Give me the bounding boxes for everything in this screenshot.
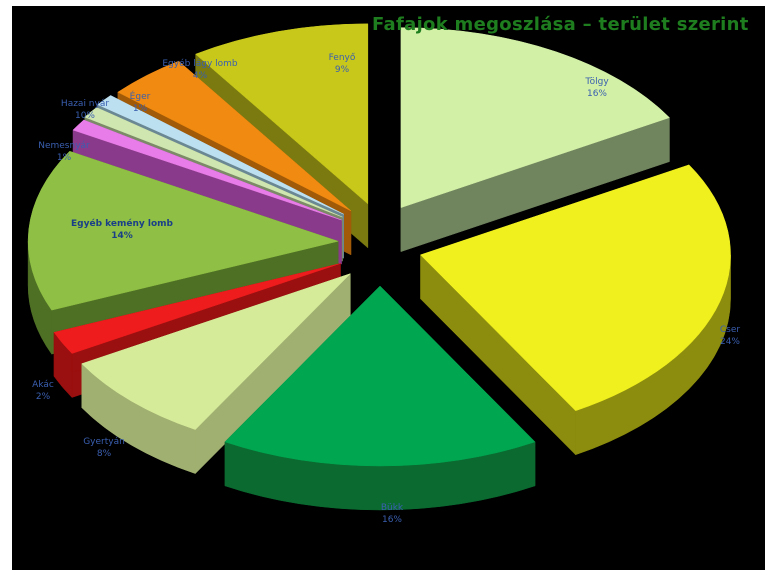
- slice-label-value: 4%: [192, 71, 208, 81]
- slice-label-name: Egyéb lágy lomb: [162, 59, 238, 69]
- slice-label-value: 8%: [96, 449, 112, 459]
- slice-label: Nemesnyár 1%: [4, 140, 124, 164]
- slice-label-value: 14%: [111, 231, 133, 241]
- pie-slice: [420, 164, 731, 456]
- pie-chart: [27, 23, 731, 511]
- slice-label-name: Gyertyán: [83, 437, 125, 447]
- slice-label: Tölgy 16%: [537, 76, 657, 100]
- slice-label-name: Éger: [129, 92, 151, 102]
- slice-label: Egyéb lágy lomb 4%: [140, 58, 260, 82]
- slice-label: Fenyő 9%: [282, 52, 402, 76]
- slice-label-name: Hazai nyár: [60, 99, 110, 109]
- pie-slice-top: [81, 273, 351, 430]
- slice-label-value: 1%: [132, 104, 148, 114]
- slice-label: Bükk 16%: [332, 502, 452, 526]
- pie-slice: [224, 285, 536, 511]
- slice-label-name: Nemesnyár: [38, 141, 90, 151]
- slice-label-value: 16%: [381, 515, 402, 525]
- slice-label-value: 9%: [334, 65, 350, 75]
- pie-slice: [81, 273, 351, 475]
- slice-label-value: 10%: [74, 111, 95, 121]
- slice-label: Gyertyán 8%: [44, 436, 164, 460]
- pie-slice-top: [97, 95, 344, 215]
- slice-label-value: 24%: [719, 337, 740, 347]
- pie-slice-top: [53, 263, 341, 354]
- slice-label-name: Cser: [719, 325, 741, 335]
- slice-label: Cser 24%: [670, 324, 773, 348]
- pie-slice-top: [72, 119, 342, 221]
- chart-title: Fafajok megoszlása – terület szerint: [372, 14, 749, 35]
- pie-slice-top: [195, 23, 369, 205]
- slice-label-name: Akác: [32, 380, 54, 390]
- slice-label: Egyéb kemény lomb 14%: [62, 218, 182, 242]
- slice-label-name: Egyéb kemény lomb: [71, 219, 173, 229]
- pie-slice-top: [84, 107, 343, 218]
- pie-slice-top: [224, 285, 536, 467]
- chart-area: Fafajok megoszlása – terület szerint Töl…: [12, 6, 765, 570]
- slice-label-name: Fenyő: [328, 53, 356, 63]
- pie-slice-top: [117, 60, 352, 212]
- slice-label-value: 1%: [56, 153, 72, 163]
- slice-label-value: 16%: [586, 89, 607, 99]
- pie-slice-top: [27, 150, 339, 311]
- slice-label-value: 2%: [35, 392, 51, 402]
- pie-slice-top: [400, 27, 670, 208]
- slice-label-name: Tölgy: [585, 77, 609, 87]
- pie-slice-top: [420, 164, 731, 412]
- slice-label: Éger 1%: [80, 91, 200, 115]
- slice-label-name: Bükk: [380, 503, 404, 513]
- slice-label: Hazai nyár 10%: [25, 98, 145, 122]
- pie-slice: [400, 27, 670, 252]
- slice-label: Akác 2%: [0, 379, 103, 403]
